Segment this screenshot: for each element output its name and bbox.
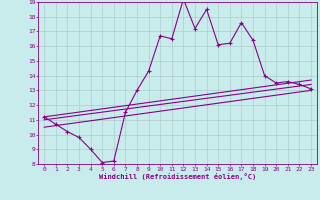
X-axis label: Windchill (Refroidissement éolien,°C): Windchill (Refroidissement éolien,°C) — [99, 173, 256, 180]
